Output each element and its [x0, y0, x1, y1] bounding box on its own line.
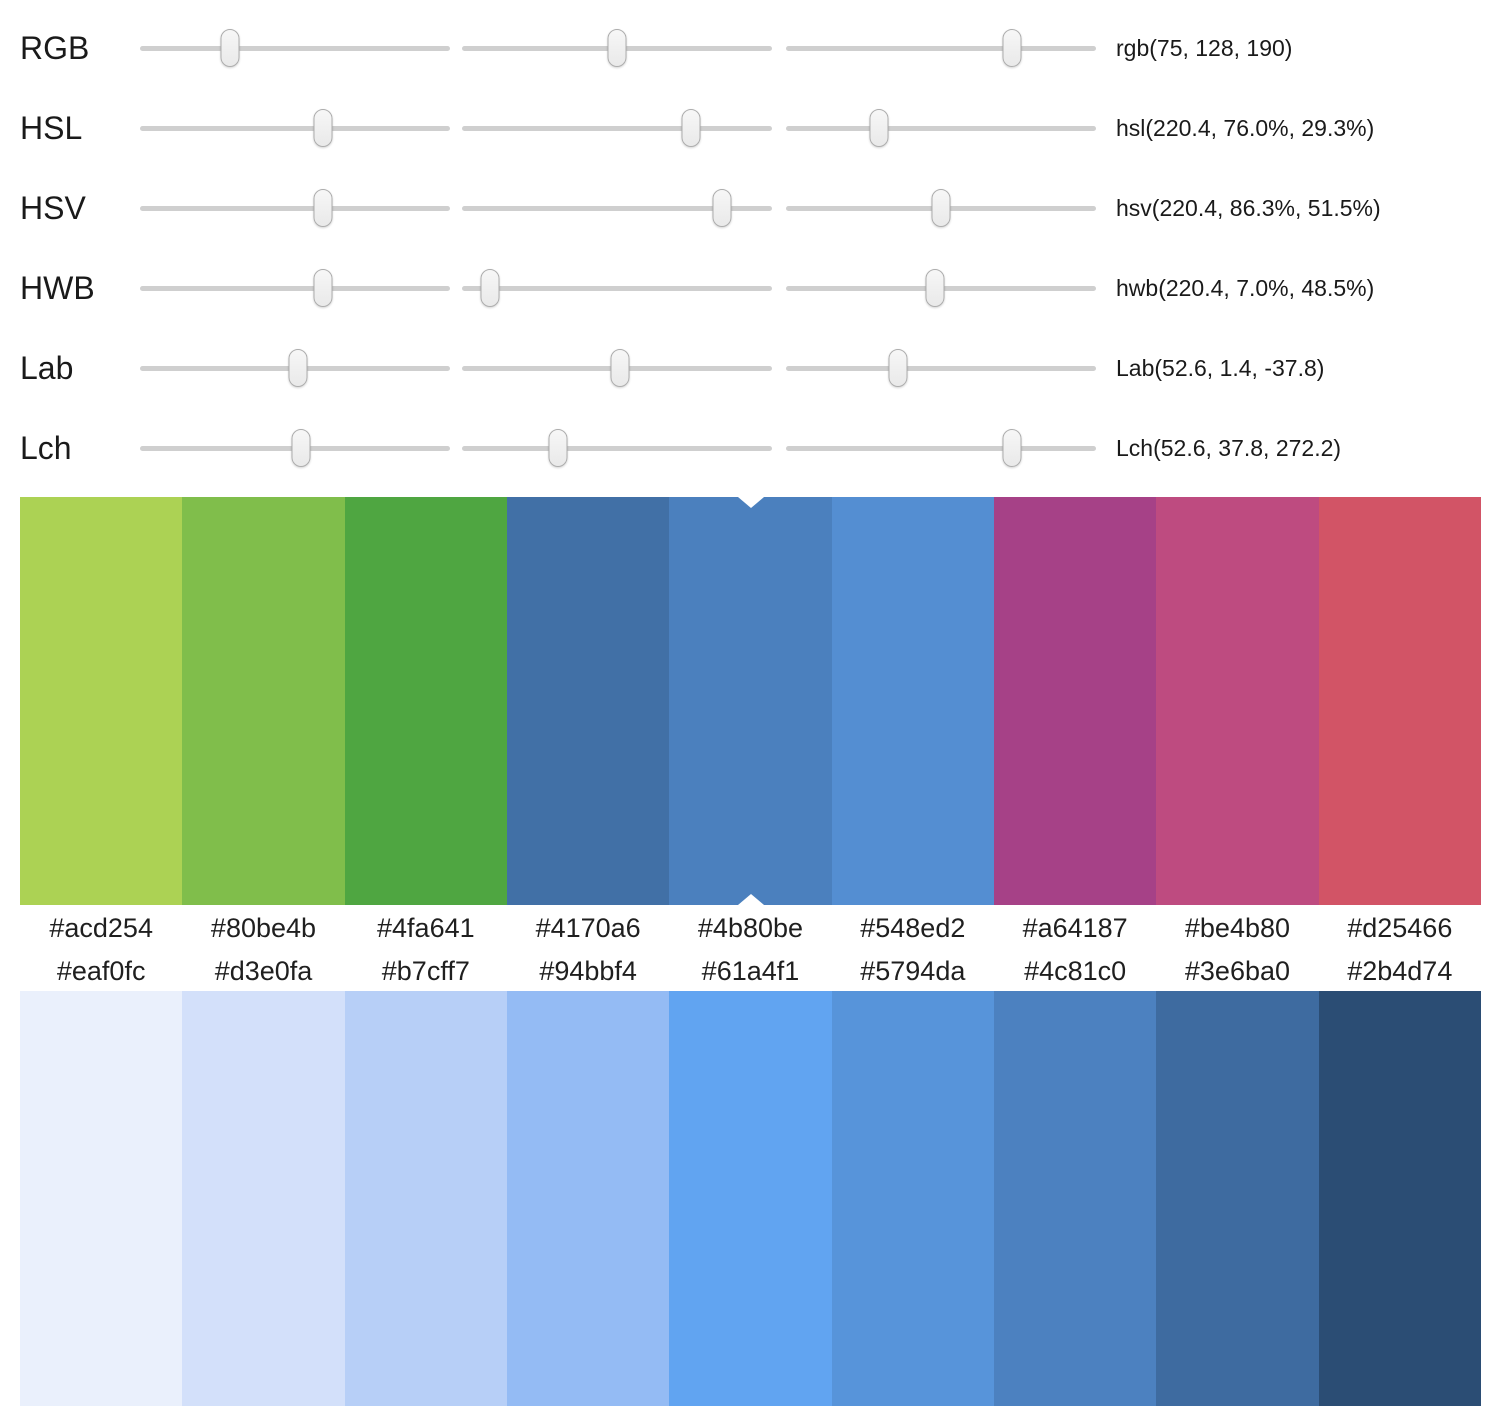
slider-thumb[interactable]	[1002, 29, 1022, 67]
color-sliders-panel: RGB rgb(75, 128, 190) HSL hsl(220.4, 76.…	[0, 0, 1501, 488]
palette-top-swatch-5[interactable]	[669, 497, 832, 905]
slider-thumb[interactable]	[869, 109, 889, 147]
lch-value-text: Lch(52.6, 37.8, 272.2)	[1116, 434, 1342, 461]
palette-top-swatch-1[interactable]	[20, 497, 183, 905]
slider-thumb[interactable]	[480, 269, 500, 307]
slider-thumb[interactable]	[313, 109, 333, 147]
rgb-slider-2[interactable]	[462, 29, 772, 67]
lab-slider-1[interactable]	[140, 349, 450, 387]
palette-top-hex-labels: #acd254 #80be4b #4fa641 #4170a6 #4b80be …	[20, 905, 1481, 951]
palette-bottom-swatch-1[interactable]	[20, 991, 183, 1406]
hex-label: #b7cff7	[381, 955, 470, 986]
hwb-value-text: hwb(220.4, 7.0%, 48.5%)	[1116, 274, 1375, 301]
slider-thumb[interactable]	[931, 189, 951, 227]
palette-bottom-swatch-7[interactable]	[993, 991, 1157, 1406]
lch-slider-1[interactable]	[140, 429, 450, 467]
palette-top-swatch-7[interactable]	[993, 497, 1157, 905]
hex-label: #4b80be	[697, 912, 804, 943]
hsl-slider-3[interactable]	[786, 109, 1096, 147]
hex-label: #4c81c0	[1024, 955, 1127, 986]
hex-label: #d3e0fa	[214, 955, 313, 986]
slider-row-hsv: HSV hsv(220.4, 86.3%, 51.5%)	[0, 168, 1501, 248]
slider-thumb[interactable]	[288, 349, 308, 387]
hex-label: #a64187	[1022, 912, 1128, 943]
palette-top-swatch-4[interactable]	[506, 497, 670, 905]
palette-bottom-swatch-2[interactable]	[182, 991, 345, 1406]
lab-slider-3[interactable]	[786, 349, 1096, 387]
slider-thumb[interactable]	[607, 29, 627, 67]
selected-color-marker-top-icon	[737, 497, 764, 508]
slider-row-rgb: RGB rgb(75, 128, 190)	[0, 8, 1501, 88]
hwb-slider-3[interactable]	[786, 269, 1096, 307]
colorspace-label-rgb: RGB	[20, 29, 90, 66]
palette-top-swatch-3[interactable]	[344, 497, 507, 905]
colorspace-label-hsl: HSL	[20, 109, 83, 146]
rgb-value-text: rgb(75, 128, 190)	[1116, 34, 1293, 61]
hex-label: #5794da	[860, 955, 966, 986]
palette-top-swatch-6[interactable]	[831, 497, 994, 905]
palette-top-swatch-9[interactable]	[1318, 497, 1481, 905]
colorspace-label-hwb: HWB	[20, 269, 95, 306]
slider-thumb[interactable]	[291, 429, 311, 467]
selected-color-marker-bottom-icon	[737, 894, 764, 905]
hwb-slider-1[interactable]	[140, 269, 450, 307]
slider-thumb[interactable]	[681, 109, 701, 147]
hex-label: #4170a6	[535, 912, 641, 943]
palette-bottom-swatch-8[interactable]	[1156, 991, 1319, 1406]
palette-bottom-hex-labels: #eaf0fc #d3e0fa #b7cff7 #94bbf4 #61a4f1 …	[20, 951, 1481, 991]
hwb-slider-2[interactable]	[462, 269, 772, 307]
hex-label: #eaf0fc	[56, 955, 146, 986]
hex-label: #4fa641	[377, 912, 475, 943]
slider-thumb[interactable]	[610, 349, 630, 387]
palette-bottom-swatch-5[interactable]	[669, 991, 832, 1406]
colorspace-label-lch: Lch	[20, 429, 72, 466]
slider-thumb[interactable]	[313, 189, 333, 227]
hsv-slider-1[interactable]	[140, 189, 450, 227]
slider-thumb[interactable]	[313, 269, 333, 307]
palette-top	[20, 497, 1481, 905]
hex-label: #2b4d74	[1347, 955, 1453, 986]
rgb-slider-3[interactable]	[786, 29, 1096, 67]
palette-top-swatch-8[interactable]	[1156, 497, 1319, 905]
hex-label: #d25466	[1347, 912, 1453, 943]
slider-thumb[interactable]	[548, 429, 568, 467]
hsv-value-text: hsv(220.4, 86.3%, 51.5%)	[1116, 194, 1381, 221]
palette-bottom-swatch-4[interactable]	[506, 991, 670, 1406]
palette-bottom	[20, 991, 1481, 1406]
palette-bottom-swatch-9[interactable]	[1318, 991, 1481, 1406]
lab-value-text: Lab(52.6, 1.4, -37.8)	[1116, 354, 1325, 381]
colorspace-label-hsv: HSV	[20, 189, 86, 226]
lch-slider-2[interactable]	[462, 429, 772, 467]
slider-thumb[interactable]	[925, 269, 945, 307]
slider-row-hsl: HSL hsl(220.4, 76.0%, 29.3%)	[0, 88, 1501, 168]
slider-thumb[interactable]	[1002, 429, 1022, 467]
hex-label: #61a4f1	[701, 955, 800, 986]
hsv-slider-3[interactable]	[786, 189, 1096, 227]
lch-slider-3[interactable]	[786, 429, 1096, 467]
hex-label: #80be4b	[210, 912, 317, 943]
slider-thumb[interactable]	[712, 189, 732, 227]
hex-label: #acd254	[49, 912, 153, 943]
hex-label: #94bbf4	[539, 955, 637, 986]
slider-thumb[interactable]	[220, 29, 240, 67]
hsl-slider-1[interactable]	[140, 109, 450, 147]
hex-label: #3e6ba0	[1184, 955, 1291, 986]
colorspace-label-lab: Lab	[20, 349, 74, 386]
slider-row-lch: Lch Lch(52.6, 37.8, 272.2)	[0, 408, 1501, 488]
palette-bottom-swatch-6[interactable]	[831, 991, 994, 1406]
slider-row-lab: Lab Lab(52.6, 1.4, -37.8)	[0, 328, 1501, 408]
hsv-slider-2[interactable]	[462, 189, 772, 227]
hsl-slider-2[interactable]	[462, 109, 772, 147]
palette-bottom-swatch-3[interactable]	[344, 991, 507, 1406]
palette-top-swatch-2[interactable]	[182, 497, 345, 905]
lab-slider-2[interactable]	[462, 349, 772, 387]
slider-thumb[interactable]	[888, 349, 908, 387]
hsl-value-text: hsl(220.4, 76.0%, 29.3%)	[1116, 114, 1375, 141]
hex-label: #548ed2	[860, 912, 966, 943]
hex-label: #be4b80	[1184, 912, 1291, 943]
rgb-slider-1[interactable]	[140, 29, 450, 67]
slider-row-hwb: HWB hwb(220.4, 7.0%, 48.5%)	[0, 248, 1501, 328]
